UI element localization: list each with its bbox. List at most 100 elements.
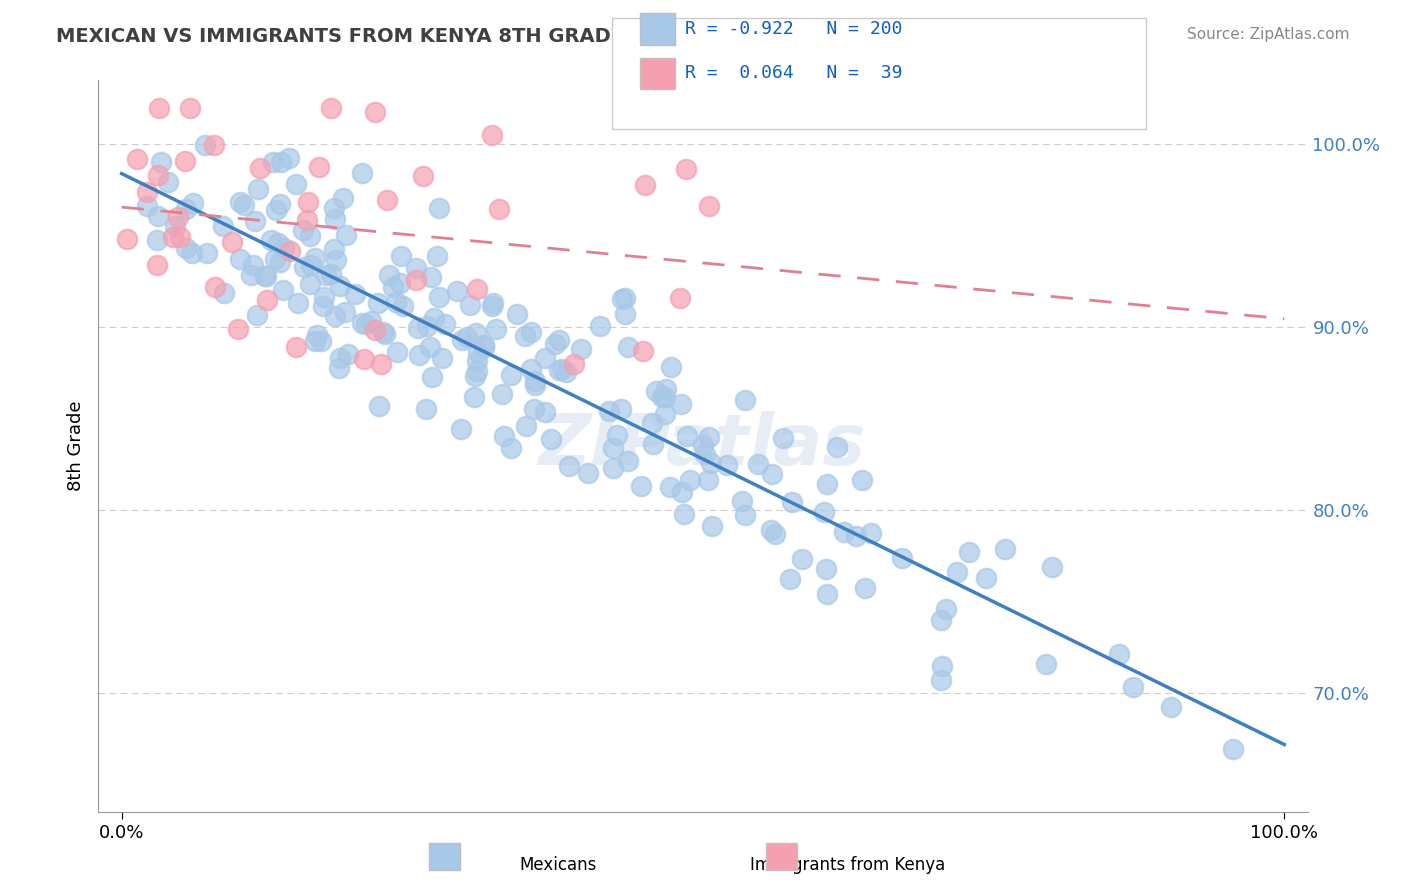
Point: [523, 375, 546, 389]
Point: [146, 258, 169, 272]
Point: [412, 169, 434, 184]
Point: [697, 473, 720, 487]
Point: [229, 252, 252, 266]
Point: [672, 507, 695, 521]
Point: [472, 337, 495, 351]
Point: [371, 326, 394, 340]
Point: [602, 460, 624, 475]
Point: [389, 249, 412, 263]
Point: [247, 182, 270, 196]
Point: [332, 191, 354, 205]
Point: [564, 357, 586, 371]
Point: [360, 314, 382, 328]
Point: [212, 285, 235, 300]
Point: [115, 232, 138, 246]
Point: [125, 153, 148, 167]
Point: [759, 523, 782, 537]
Text: R = -0.922   N = 200: R = -0.922 N = 200: [685, 21, 903, 38]
Point: [378, 268, 401, 282]
Point: [931, 659, 953, 673]
Point: [374, 326, 396, 341]
Point: [540, 432, 562, 446]
Point: [174, 153, 197, 168]
Point: [212, 219, 235, 234]
Point: [450, 422, 472, 436]
Point: [463, 390, 485, 404]
Point: [617, 453, 640, 467]
Point: [243, 214, 266, 228]
Point: [311, 299, 333, 313]
Point: [451, 333, 474, 347]
Point: [240, 268, 263, 282]
Point: [780, 494, 803, 508]
Point: [467, 345, 489, 359]
Point: [388, 276, 411, 290]
Point: [467, 364, 489, 378]
Point: [242, 258, 264, 272]
Point: [169, 229, 191, 244]
Text: Immigrants from Kenya: Immigrants from Kenya: [751, 855, 946, 873]
Point: [315, 268, 337, 282]
Text: ZIPatlas: ZIPatlas: [540, 411, 866, 481]
Point: [610, 402, 633, 417]
Point: [814, 561, 837, 575]
Point: [311, 334, 333, 348]
Point: [150, 155, 173, 169]
Point: [994, 542, 1017, 557]
Point: [146, 168, 169, 182]
Point: [385, 294, 408, 309]
Point: [319, 101, 342, 115]
Point: [375, 193, 398, 207]
Point: [162, 230, 184, 244]
Point: [675, 429, 697, 443]
Point: [679, 473, 702, 487]
Point: [337, 347, 360, 361]
Point: [467, 354, 489, 368]
Point: [427, 202, 450, 216]
Point: [481, 299, 503, 313]
Y-axis label: 8th Grade: 8th Grade: [66, 401, 84, 491]
Point: [180, 245, 202, 260]
Point: [520, 362, 543, 376]
Point: [430, 351, 453, 365]
Point: [253, 269, 276, 284]
Point: [606, 427, 628, 442]
Point: [264, 252, 287, 267]
Point: [935, 602, 957, 616]
Point: [156, 175, 179, 189]
Point: [229, 195, 252, 210]
Point: [328, 360, 350, 375]
Point: [946, 565, 969, 579]
Point: [292, 260, 315, 274]
Point: [659, 360, 682, 375]
Point: [1040, 559, 1063, 574]
Point: [499, 441, 522, 455]
Point: [513, 328, 536, 343]
Point: [270, 155, 292, 169]
Point: [501, 368, 523, 383]
Point: [226, 322, 249, 336]
Point: [304, 251, 326, 265]
Point: [415, 402, 437, 417]
Point: [165, 219, 187, 233]
Point: [700, 456, 723, 470]
Text: MEXICAN VS IMMIGRANTS FROM KENYA 8TH GRADE CORRELATION CHART: MEXICAN VS IMMIGRANTS FROM KENYA 8TH GRA…: [56, 27, 865, 45]
Point: [761, 467, 783, 481]
Point: [1160, 700, 1182, 714]
Point: [576, 466, 599, 480]
Point: [1108, 647, 1130, 661]
Point: [179, 101, 201, 115]
Point: [323, 202, 346, 216]
Point: [520, 325, 543, 339]
Point: [734, 393, 756, 408]
Point: [551, 361, 574, 376]
Point: [370, 357, 392, 371]
Point: [368, 400, 391, 414]
Point: [321, 267, 343, 281]
Point: [669, 397, 692, 411]
Point: [343, 287, 366, 301]
Point: [658, 480, 681, 494]
Point: [522, 401, 544, 416]
Point: [641, 416, 664, 430]
Point: [700, 519, 723, 533]
